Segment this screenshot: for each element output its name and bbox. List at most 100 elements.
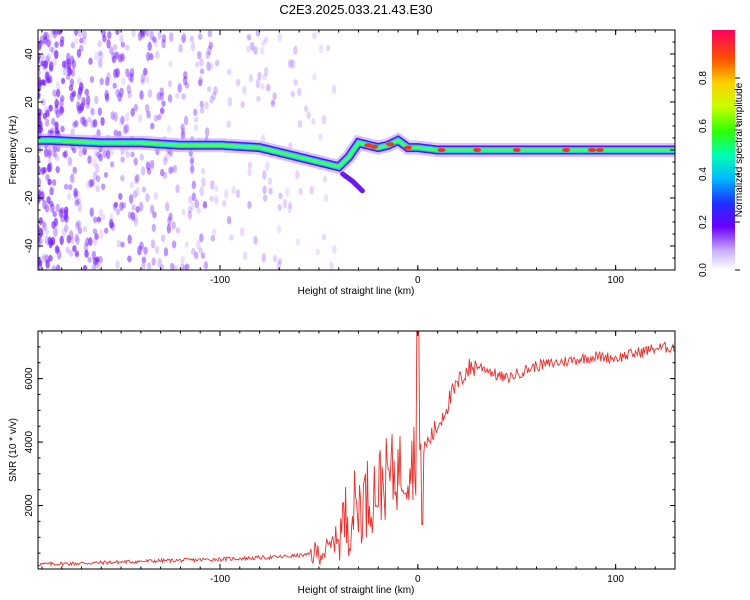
spectrogram-noise-mark [312,32,317,40]
spectrogram-noise-mark [50,236,56,246]
spectrogram-noise-mark [42,31,48,41]
ridge-peak [403,145,412,150]
spectrogram-noise-mark [79,81,84,92]
spectrogram-noise-mark [153,114,159,122]
spectrogram-noise-mark [246,34,252,41]
spectrogram-noise-mark [46,39,51,48]
colorbar-tick-label: 0.6 [698,119,709,133]
spectrogram-noise-mark [235,78,241,87]
spectrogram-noise-mark [99,229,104,240]
spectrogram-noise-mark [331,84,337,94]
spectrogram-noise-mark [204,127,210,138]
spectrogram-noise-mark [47,178,52,186]
spectrogram-noise-mark [162,171,168,180]
spectrogram-noise-mark [115,208,121,215]
spectrogram-noise-mark [65,246,70,254]
spectrogram-noise-mark [100,116,105,127]
spectrogram-noise-mark [168,60,173,68]
spectrogram-noise-mark [242,86,247,95]
spectrogram-noise-mark [83,242,89,253]
spectrogram-noise-mark [250,41,255,51]
spectrogram-noise-mark [83,119,88,128]
spectrogram-noise-mark [180,123,185,132]
spectrogram-noise-mark [46,77,51,84]
spectrogram-noise-mark [204,101,209,110]
spectrogram-noise-mark [77,220,82,228]
ridge-peak [386,142,395,147]
ridge-peak [595,148,604,152]
spectrogram-noise-mark [59,235,64,246]
spectrogram-noise-mark [56,30,61,36]
spectrogram-noise-mark [40,79,46,86]
spectrogram-noise-mark [97,40,102,48]
spectrogram-noise-mark [112,51,117,59]
spectrogram-noise-mark [106,72,111,82]
spectrogram-noise-mark [159,107,165,114]
spectrogram-noise-mark [210,234,216,242]
spectrogram-noise-mark [75,252,80,260]
spectrogram-noise-mark [69,78,75,87]
spectrogram-noise-mark [247,161,253,170]
spectrogram-noise-mark [181,127,186,136]
spectrogram-noise-mark [67,156,73,166]
spectrogram-noise-mark [46,39,51,48]
spectrogram-noise-mark [99,50,104,60]
spectrogram-noise-mark [162,157,168,166]
spectrogram-noise-mark [311,117,316,125]
spectrogram-noise-mark [257,71,262,81]
spectrogram-noise-mark [48,104,53,112]
spectrogram-noise-mark [93,149,99,158]
spectrogram-noise-mark [189,164,195,174]
spectrogram-noise-mark [157,257,162,268]
spectrogram-noise-mark [207,45,212,56]
snr-ylabel: SNR (10 * v/v) [8,418,19,482]
spectrogram-noise-mark [91,250,97,260]
spectrogram-noise-mark [189,158,194,165]
spectrogram-noise-mark [94,257,100,265]
spectrogram-noise-mark [169,166,175,174]
spectrogram-noise-mark [277,257,283,265]
spectrogram-noise-mark [96,128,101,138]
spectrogram-noise-mark [79,116,85,125]
spectrogram-noise-mark [200,252,206,259]
spectrogram-noise-mark [38,217,44,225]
spectrogram-noise-mark [322,175,328,183]
spectrogram-noise-mark [92,228,98,235]
spectrogram-noise-mark [189,155,195,164]
spectrogram-noise-mark [131,30,136,38]
colorbar-tick-label: 0.0 [698,263,709,277]
spectrogram-noise-mark [88,57,93,66]
spectrogram-ridge [38,132,675,194]
spectrogram-noise-mark [52,151,58,159]
spectrogram-noise-mark [71,59,77,70]
spectrogram-noise-mark [38,165,41,175]
spectrogram-noise-mark [38,177,42,187]
spectrogram-noise-mark [187,206,192,214]
spectrogram-noise-mark [196,207,201,215]
spectrogram-noise-mark [199,233,204,243]
spectrogram-noise-mark [126,84,132,94]
spectrogram-noise-mark [105,76,110,86]
spectrogram-noise-mark [290,59,296,69]
spectrogram-noise-mark [159,168,165,177]
spectrogram-noise-mark [265,161,270,171]
spectrogram-noise-mark [135,205,140,213]
spectrogram-noise-mark [287,204,292,214]
spectrogram-noise-mark [107,30,112,40]
spectrogram-noise-mark [309,186,314,195]
spectrogram-noise-mark [71,90,77,98]
spectrogram-noise-mark [171,240,177,249]
spectrogram-noise-mark [103,171,109,178]
y-tick-label: 0 [24,147,35,153]
spectrogram-noise-mark [48,61,54,72]
spectrogram-noise-mark [171,221,176,230]
spectrogram-noise-mark [63,224,69,233]
spectrogram-noise-mark [180,255,185,264]
spectrogram-noise-mark [140,79,145,86]
spectrogram-noise-mark [149,159,155,170]
spectrogram-noise-mark [104,227,109,234]
colorbar-gradient [712,30,735,270]
spectrogram-noise-mark [92,158,97,168]
spectrogram-noise-mark [263,36,269,44]
spectrogram-noise-mark [95,185,100,193]
